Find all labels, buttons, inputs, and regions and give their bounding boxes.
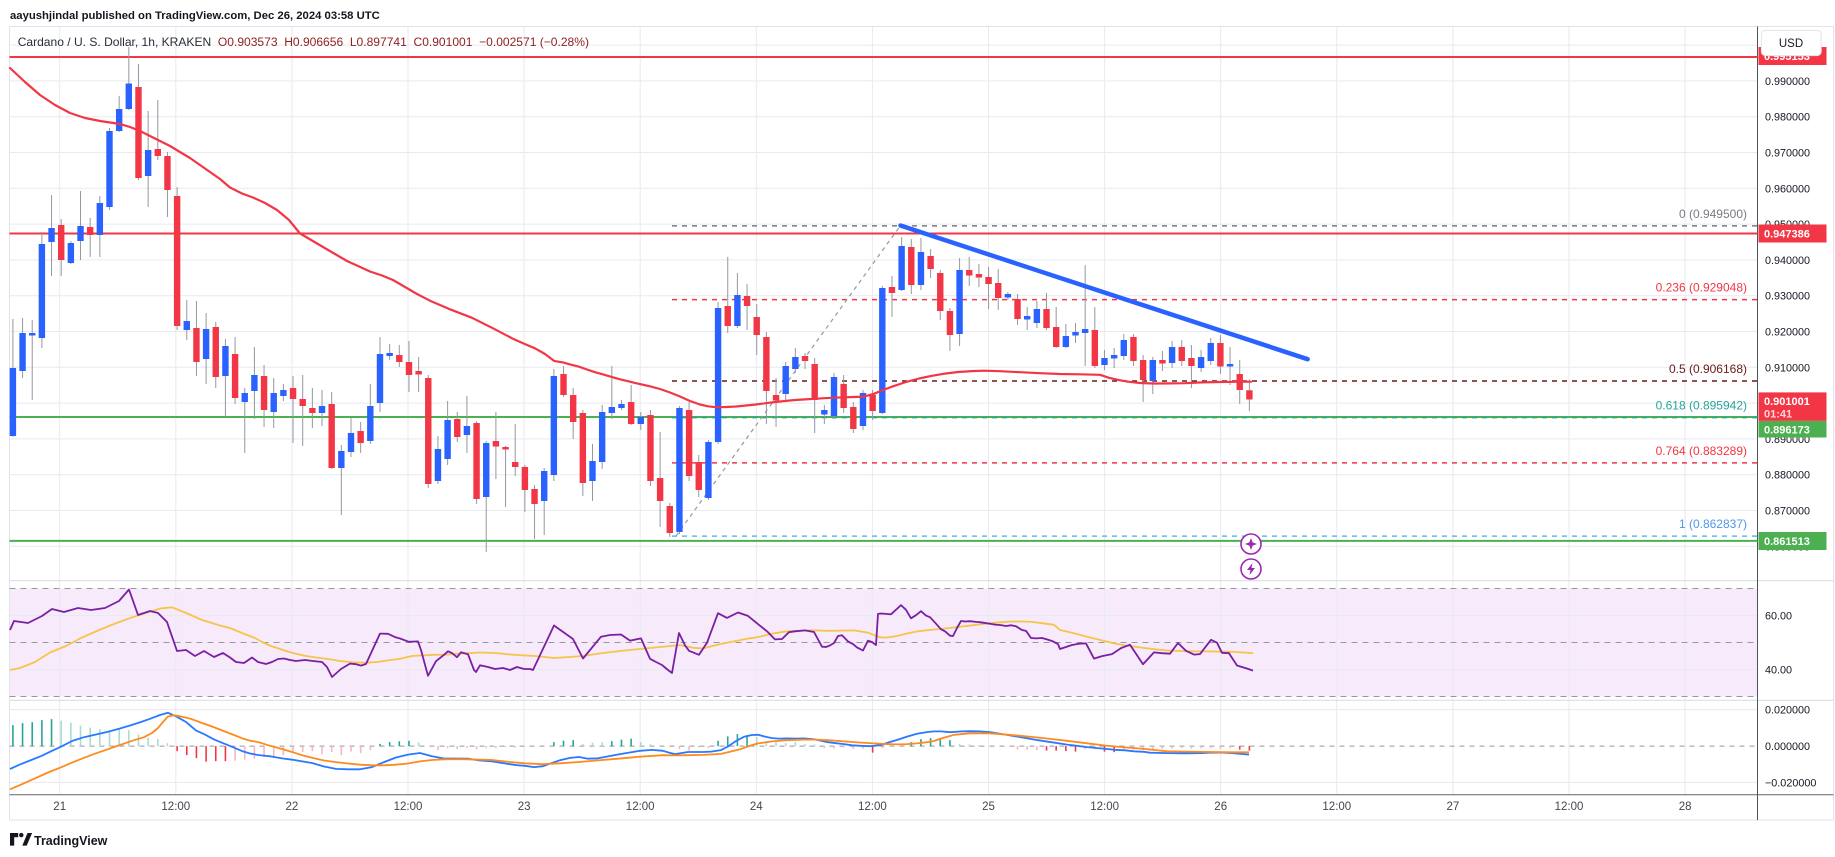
- svg-text:12:00: 12:00: [626, 801, 655, 813]
- svg-text:12:00: 12:00: [1090, 801, 1119, 813]
- svg-text:0.980000: 0.980000: [1765, 112, 1810, 124]
- svg-text:0.940000: 0.940000: [1765, 255, 1810, 267]
- svg-text:USD: USD: [1779, 38, 1803, 50]
- svg-text:12:00: 12:00: [394, 801, 423, 813]
- svg-text:12:00: 12:00: [1322, 801, 1351, 813]
- svg-text:0.000000: 0.000000: [1765, 741, 1810, 753]
- svg-text:12:00: 12:00: [161, 801, 190, 813]
- svg-text:0.5 (0.906168): 0.5 (0.906168): [1669, 362, 1747, 376]
- svg-text:0.764 (0.883289): 0.764 (0.883289): [1656, 444, 1747, 458]
- svg-text:0.990000: 0.990000: [1765, 76, 1810, 88]
- svg-text:0.920000: 0.920000: [1765, 327, 1810, 339]
- svg-text:12:00: 12:00: [1555, 801, 1584, 813]
- svg-text:0.960000: 0.960000: [1765, 183, 1810, 195]
- svg-text:0.880000: 0.880000: [1765, 470, 1810, 482]
- svg-text:26: 26: [1214, 801, 1227, 813]
- svg-text:01:41: 01:41: [1764, 408, 1792, 420]
- svg-text:0.236 (0.929048): 0.236 (0.929048): [1656, 281, 1747, 295]
- svg-text:25: 25: [982, 801, 995, 813]
- svg-text:0.020000: 0.020000: [1765, 705, 1810, 717]
- svg-text:1 (0.862837): 1 (0.862837): [1679, 517, 1747, 531]
- svg-text:0.970000: 0.970000: [1765, 148, 1810, 160]
- svg-text:0.910000: 0.910000: [1765, 362, 1810, 374]
- svg-text:40.00: 40.00: [1765, 665, 1792, 677]
- svg-text:21: 21: [53, 801, 66, 813]
- svg-text:60.00: 60.00: [1765, 611, 1792, 623]
- svg-text:27: 27: [1447, 801, 1460, 813]
- svg-text:0.870000: 0.870000: [1765, 506, 1810, 518]
- svg-text:0.861513: 0.861513: [1764, 536, 1810, 548]
- svg-text:28: 28: [1679, 801, 1692, 813]
- svg-text:−0.020000: −0.020000: [1765, 777, 1816, 789]
- svg-text:TradingView: TradingView: [34, 834, 108, 848]
- svg-text:22: 22: [286, 801, 299, 813]
- svg-text:12:00: 12:00: [858, 801, 887, 813]
- svg-text:0.901001: 0.901001: [1764, 396, 1810, 408]
- svg-text:24: 24: [750, 801, 763, 813]
- svg-text:aayushjindal published on Trad: aayushjindal published on TradingView.co…: [10, 10, 380, 22]
- svg-text:0.930000: 0.930000: [1765, 291, 1810, 303]
- svg-text:0.947386: 0.947386: [1764, 229, 1810, 241]
- svg-text:0.896173: 0.896173: [1764, 424, 1810, 436]
- svg-text:Cardano / U. S. Dollar, 1h, KR: Cardano / U. S. Dollar, 1h, KRAKEN O0.90…: [18, 35, 589, 49]
- svg-text:23: 23: [518, 801, 531, 813]
- svg-text:0 (0.949500): 0 (0.949500): [1679, 207, 1747, 221]
- svg-text:0.618 (0.895942): 0.618 (0.895942): [1656, 399, 1747, 413]
